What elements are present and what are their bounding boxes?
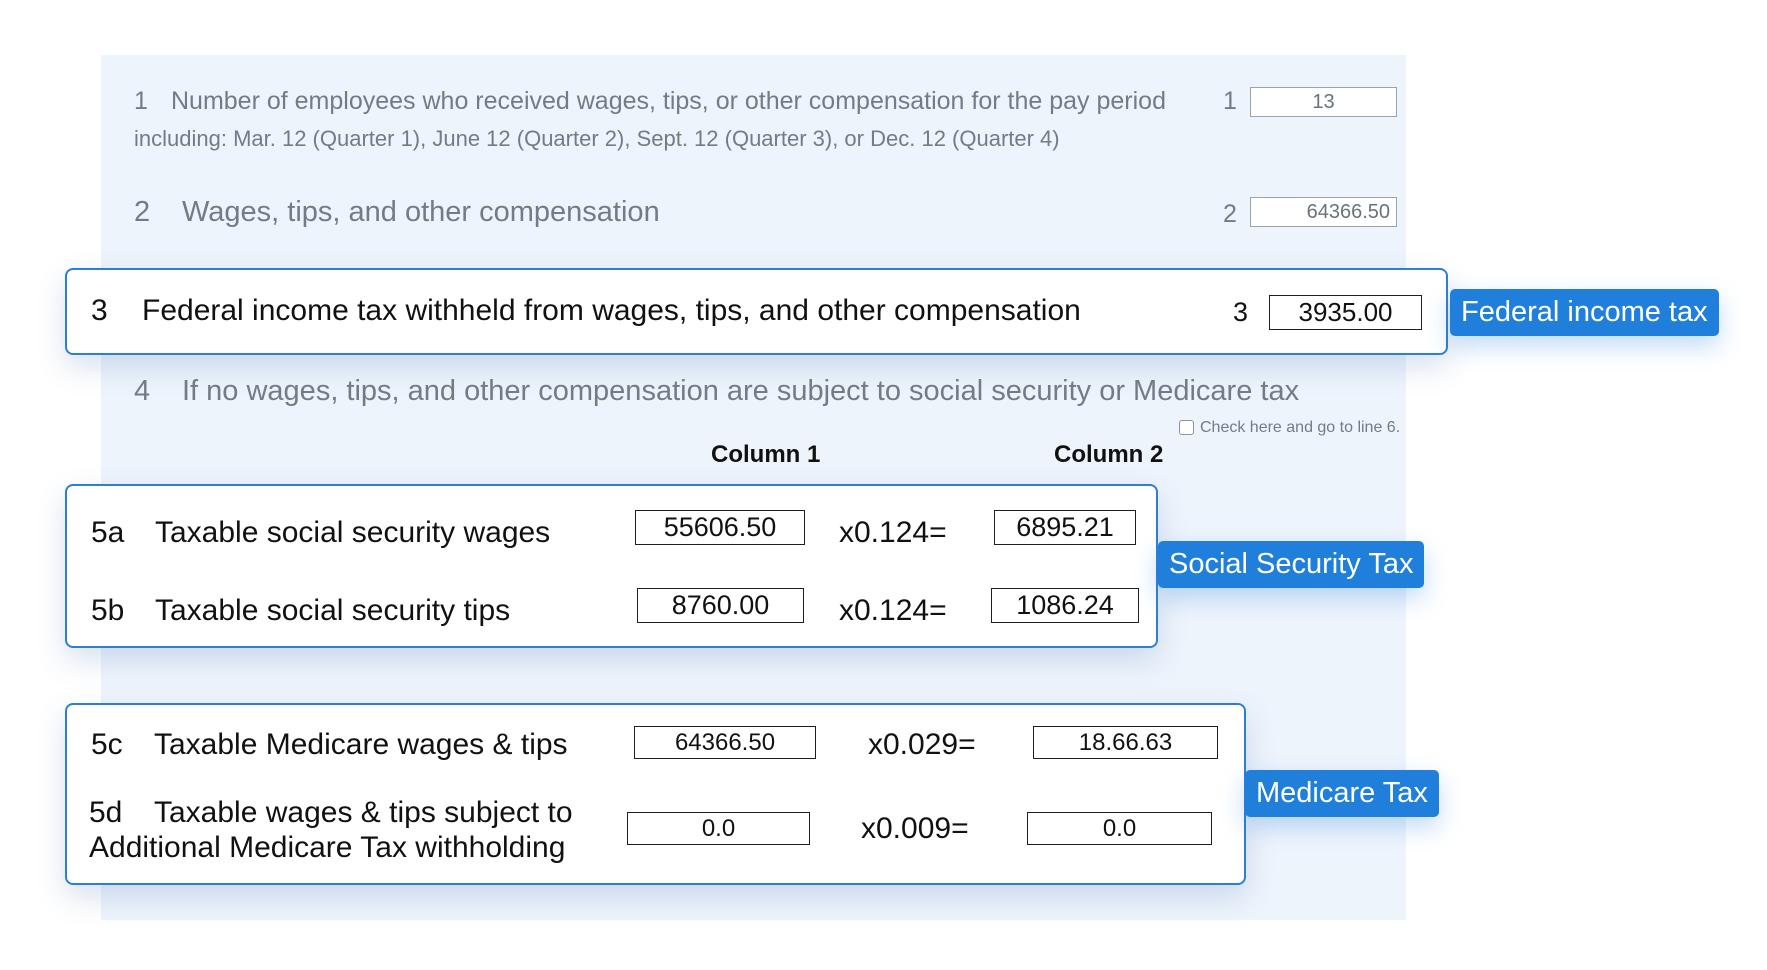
social-security-card: 5a Taxable social security wages 55606.5… bbox=[65, 484, 1158, 648]
row-5c-label: Taxable Medicare wages & tips bbox=[154, 728, 568, 761]
row-5c-number: 5c bbox=[91, 728, 123, 761]
line3-label: Federal income tax withheld from wages, … bbox=[142, 294, 1081, 327]
ss-tips-result[interactable]: 1086.24 bbox=[991, 588, 1139, 623]
federal-income-tax-tag: Federal income tax bbox=[1450, 289, 1719, 336]
row-5d-label-line1: Taxable wages & tips subject to bbox=[154, 796, 573, 829]
row-5a-multiplier: x0.124= bbox=[839, 516, 947, 549]
medicare-card: 5c Taxable Medicare wages & tips 64366.5… bbox=[65, 703, 1246, 885]
row-5b-label: Taxable social security tips bbox=[155, 594, 511, 627]
employee-count-input[interactable]: 13 bbox=[1250, 87, 1397, 117]
row-5b-number: 5b bbox=[91, 594, 125, 627]
line4-label: If no wages, tips, and other compensatio… bbox=[182, 375, 1300, 407]
row-5a-number: 5a bbox=[91, 516, 125, 549]
medicare-wages-result[interactable]: 18.66.63 bbox=[1033, 726, 1218, 759]
ss-wages-input[interactable]: 55606.50 bbox=[635, 510, 805, 545]
checkbox-label: Check here and go to line 6. bbox=[1200, 419, 1401, 436]
ss-wages-result[interactable]: 6895.21 bbox=[994, 510, 1136, 545]
line2-box-number: 2 bbox=[1223, 200, 1237, 228]
wages-input[interactable]: 64366.50 bbox=[1250, 197, 1397, 227]
line1-label: Number of employees who received wages, … bbox=[171, 87, 1166, 115]
line1-number: 1 bbox=[134, 87, 148, 115]
row-5c-multiplier: x0.029= bbox=[868, 728, 976, 761]
line2-number: 2 bbox=[134, 196, 151, 228]
column1-header: Column 1 bbox=[711, 441, 821, 468]
line3-number: 3 bbox=[91, 294, 108, 327]
medicare-wages-input[interactable]: 64366.50 bbox=[634, 726, 816, 759]
line1-sublabel: including: Mar. 12 (Quarter 1), June 12 … bbox=[134, 126, 1060, 151]
no-wages-checkbox[interactable] bbox=[1179, 420, 1194, 435]
additional-medicare-result[interactable]: 0.0 bbox=[1027, 812, 1212, 845]
row-5d-label-line2: Additional Medicare Tax withholding bbox=[89, 831, 566, 864]
medicare-tag: Medicare Tax bbox=[1245, 770, 1439, 817]
line4-number: 4 bbox=[134, 375, 151, 407]
federal-income-tax-card: 3 Federal income tax withheld from wages… bbox=[65, 268, 1448, 355]
row-5b-multiplier: x0.124= bbox=[839, 594, 947, 627]
additional-medicare-input[interactable]: 0.0 bbox=[627, 812, 810, 845]
federal-tax-input[interactable]: 3935.00 bbox=[1269, 295, 1422, 330]
line3-box-number: 3 bbox=[1233, 297, 1249, 327]
row-5d-number: 5d bbox=[89, 796, 123, 829]
row-5a-label: Taxable social security wages bbox=[155, 516, 551, 549]
social-security-tag: Social Security Tax bbox=[1158, 541, 1425, 588]
line1-box-number: 1 bbox=[1223, 87, 1237, 115]
column2-header: Column 2 bbox=[1054, 441, 1164, 468]
row-5d-multiplier: x0.009= bbox=[861, 812, 969, 845]
line2-label: Wages, tips, and other compensation bbox=[182, 196, 660, 228]
ss-tips-input[interactable]: 8760.00 bbox=[637, 588, 804, 623]
